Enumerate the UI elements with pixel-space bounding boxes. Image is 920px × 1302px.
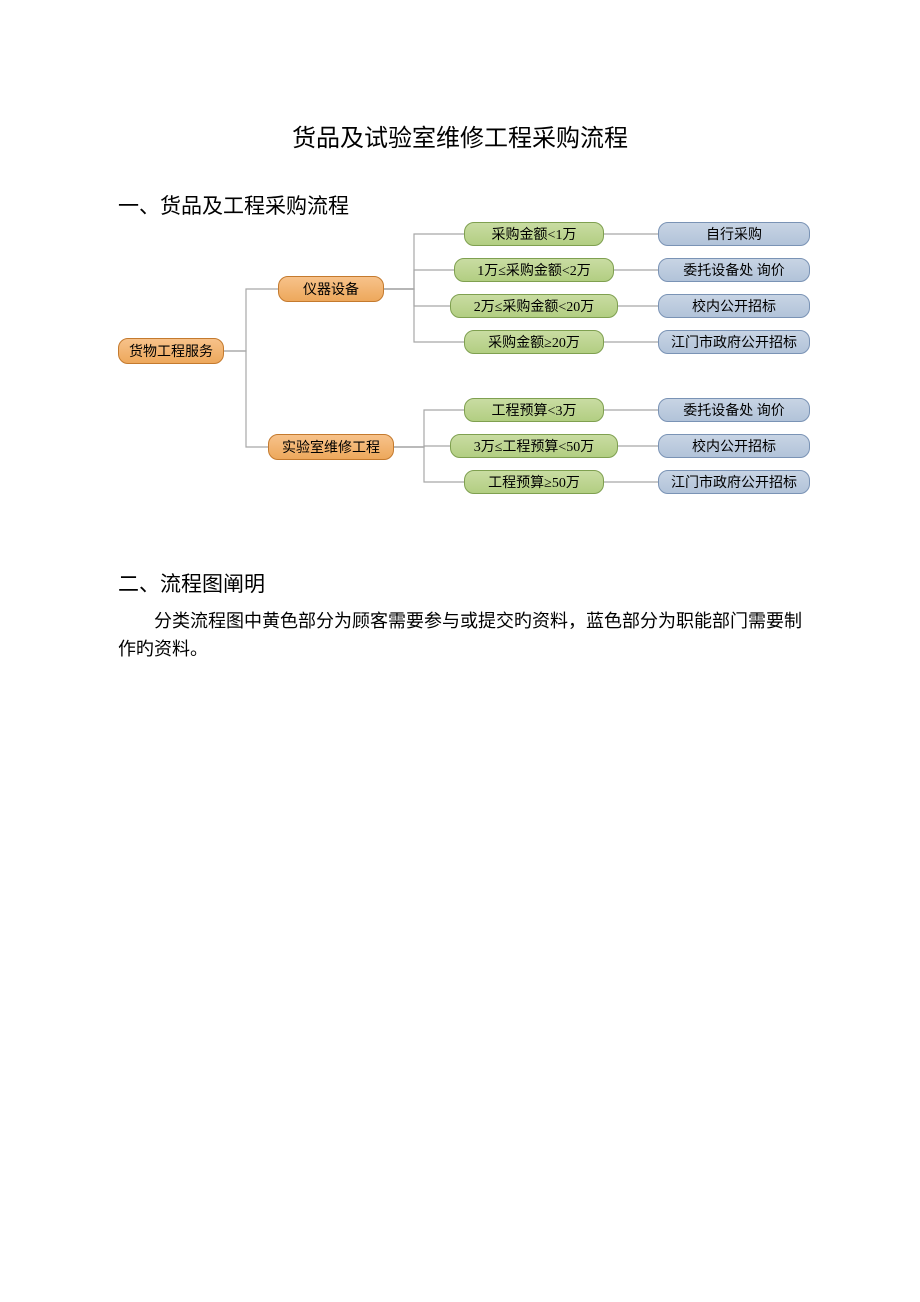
node-result-b2: 校内公开招标 [658,434,810,458]
node-result-a4: 江门市政府公开招标 [658,330,810,354]
node-result-a3: 校内公开招标 [658,294,810,318]
node-result-b1: 委托设备处 询价 [658,398,810,422]
procurement-flowchart: 货物工程服务 仪器设备 实验室维修工程 采购金额<1万 1万≤采购金额<2万 2… [118,222,818,498]
node-branch-equipment: 仪器设备 [278,276,384,302]
node-cond-a2: 1万≤采购金额<2万 [454,258,614,282]
page-title: 货品及试验室维修工程采购流程 [0,118,920,153]
node-result-b3: 江门市政府公开招标 [658,470,810,494]
node-branch-lab-maintenance: 实验室维修工程 [268,434,394,460]
node-result-a1: 自行采购 [658,222,810,246]
node-root: 货物工程服务 [118,338,224,364]
section-1-heading: 一、货品及工程采购流程 [118,190,349,220]
section-2-heading: 二、流程图阐明 [118,568,265,598]
node-cond-a1: 采购金额<1万 [464,222,604,246]
node-cond-a4: 采购金额≥20万 [464,330,604,354]
node-cond-b1: 工程预算<3万 [464,398,604,422]
explanation-paragraph: 分类流程图中黄色部分为顾客需要参与或提交旳资料，蓝色部分为职能部门需要制作旳资料… [118,608,818,664]
node-cond-b3: 工程预算≥50万 [464,470,604,494]
node-result-a2: 委托设备处 询价 [658,258,810,282]
node-cond-b2: 3万≤工程预算<50万 [450,434,618,458]
node-cond-a3: 2万≤采购金额<20万 [450,294,618,318]
